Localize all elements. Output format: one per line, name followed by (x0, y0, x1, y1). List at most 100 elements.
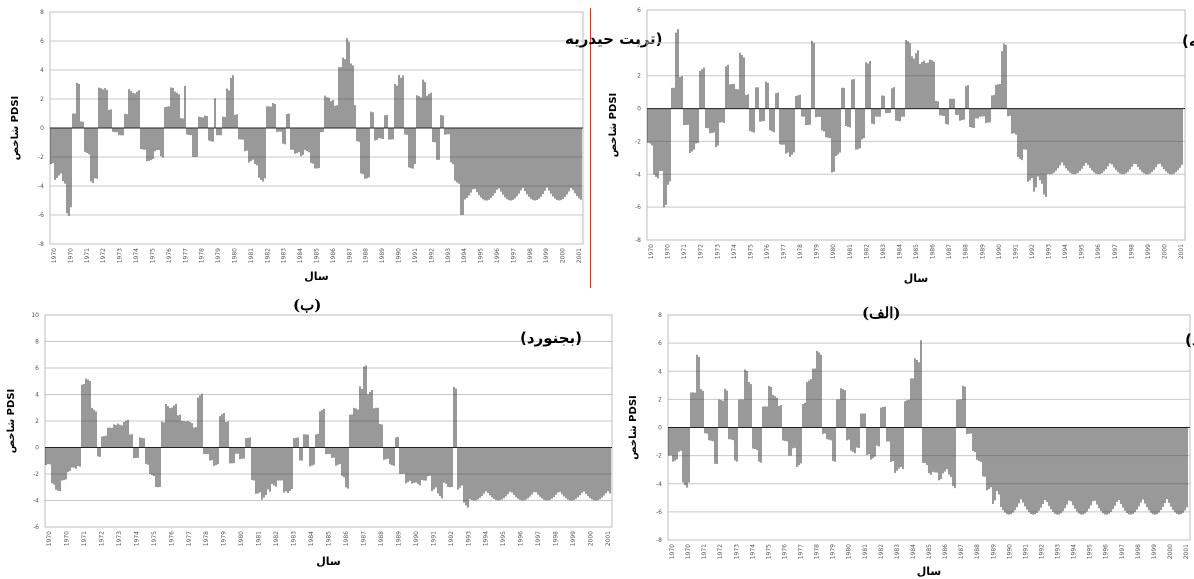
x-tick-label: 1999 (543, 248, 550, 263)
x-tick-label: 1993 (1046, 244, 1053, 259)
x-tick-label: 1996 (1103, 544, 1110, 559)
x-tick-label: 1986 (343, 531, 350, 546)
x-tick-label: 2000 (588, 531, 595, 546)
y-tick-label: 4 (637, 40, 641, 47)
y-tick-label: -2 (38, 154, 44, 161)
x-tick-label: 2000 (560, 248, 567, 263)
x-tick-label: 1992 (1038, 544, 1045, 559)
x-tick-label: 1975 (149, 248, 156, 263)
x-tick-label: 1981 (248, 248, 255, 263)
x-tick-label: 2001 (605, 531, 612, 546)
x-tick-label: 1977 (781, 244, 788, 259)
x-tick-label: 1990 (413, 531, 420, 546)
x-tick-label: 1983 (281, 248, 288, 263)
x-tick-label: 1982 (264, 248, 271, 263)
y-tick-label: -4 (38, 183, 44, 190)
x-tick-label: 1970 (46, 531, 53, 546)
x-tick-label: 1978 (797, 244, 804, 259)
x-tick-label: 2001 (576, 248, 583, 263)
x-tick-label: 1982 (273, 531, 280, 546)
x-tick-label: 1995 (1079, 244, 1086, 259)
x-tick-label: 1985 (926, 544, 933, 559)
station-title: (تربت حیدریه (565, 30, 663, 48)
station-title: (بجنورد) (520, 329, 582, 347)
y-tick-label: -6 (656, 509, 662, 516)
subfigure-label-b: (ب) (293, 296, 322, 314)
x-tick-label: 1990 (1006, 544, 1013, 559)
x-tick-label: 1970 (648, 244, 655, 259)
x-tick-label: 1985 (913, 244, 920, 259)
x-tick-label: 1970 (665, 244, 672, 259)
x-tick-label: 1987 (958, 544, 965, 559)
plot-frame (646, 9, 1186, 241)
x-tick-label: 1991 (1022, 544, 1029, 559)
y-tick-label: 2 (637, 73, 641, 80)
y-tick-label: -6 (33, 524, 39, 531)
x-tick-label: 1973 (714, 244, 721, 259)
x-tick-label: 1989 (990, 544, 997, 559)
y-tick-label: 4 (658, 368, 662, 375)
y-tick-label: -8 (38, 241, 44, 248)
x-tick-label: 1976 (781, 544, 788, 559)
y-tick-label: 2 (658, 396, 662, 403)
x-tick-label: 1972 (717, 544, 724, 559)
x-tick-label: 1972 (98, 531, 105, 546)
x-tick-label: 1979 (215, 248, 222, 263)
y-tick-label: 0 (35, 445, 39, 452)
x-tick-label: 1980 (830, 244, 837, 259)
x-tick-label: 1991 (430, 531, 437, 546)
x-tick-label: 1975 (747, 244, 754, 259)
x-tick-label: 1998 (553, 531, 560, 546)
x-tick-label: 1985 (314, 248, 321, 263)
y-axis-label: شاخص PDSI (628, 395, 639, 460)
x-tick-label: 1974 (749, 544, 756, 559)
plot-frame (44, 314, 613, 528)
x-tick-label: 1997 (1119, 544, 1126, 559)
y-tick-label: 6 (637, 7, 641, 14)
y-tick-label: 8 (35, 339, 39, 346)
x-tick-label: 1979 (221, 531, 228, 546)
x-tick-label: 1986 (330, 248, 337, 263)
x-tick-label: 1970 (51, 248, 58, 263)
x-tick-label: 1970 (685, 544, 692, 559)
x-tick-label: 1999 (1145, 244, 1152, 259)
x-tick-label: 1976 (166, 248, 173, 263)
x-tick-label: 1979 (830, 544, 837, 559)
x-tick-label: 1997 (1112, 244, 1119, 259)
y-tick-label: 0 (658, 425, 662, 432)
x-tick-label: 1977 (798, 544, 805, 559)
x-tick-label: 1992 (428, 248, 435, 263)
chart-bojnourd: -6 -4 -2 0 2 4 6 8 10 1970 1970 1971 1972 1973 1974 197… (6, 312, 613, 568)
chart-boshruyeh: -8 -6 -4 -2 0 2 4 6 1970 1970 1971 1972 1973 1974 1975… (608, 7, 1194, 285)
x-tick-label: 1999 (1151, 544, 1158, 559)
x-tick-label: 1983 (880, 244, 887, 259)
y-tick-label: -4 (635, 171, 641, 178)
x-tick-label: 1981 (862, 544, 869, 559)
x-tick-label: 1993 (465, 531, 472, 546)
y-tick-label: 6 (658, 340, 662, 347)
x-tick-label: 1990 (996, 244, 1003, 259)
x-tick-label: 2001 (1178, 244, 1185, 259)
x-tick-label: 1987 (946, 244, 953, 259)
x-tick-label: 1971 (84, 248, 91, 263)
x-tick-label: 2001 (1183, 544, 1190, 559)
y-tick-label: 10 (31, 312, 39, 319)
y-tick-label: 6 (35, 365, 39, 372)
x-tick-label: 1988 (974, 544, 981, 559)
x-tick-label: 1994 (1062, 244, 1069, 259)
x-tick-label: 1994 (483, 531, 490, 546)
x-axis-label: سال (316, 555, 341, 568)
x-tick-label: 1996 (494, 248, 501, 263)
x-tick-label: 1971 (701, 544, 708, 559)
x-tick-label: 1974 (133, 531, 140, 546)
x-tick-label: 1986 (930, 244, 937, 259)
y-tick-label: 2 (40, 96, 44, 103)
x-tick-label: 1979 (814, 244, 821, 259)
y-tick-label: -8 (635, 237, 641, 244)
x-axis-label: سال (917, 565, 942, 578)
x-tick-label: 1993 (445, 248, 452, 263)
x-tick-label: 1990 (396, 248, 403, 263)
y-tick-label: 2 (35, 418, 39, 425)
x-tick-label: 1992 (448, 531, 455, 546)
y-tick-label: -6 (635, 204, 641, 211)
